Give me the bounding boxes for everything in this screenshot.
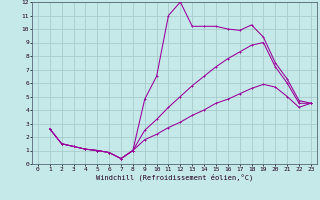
X-axis label: Windchill (Refroidissement éolien,°C): Windchill (Refroidissement éolien,°C) [96, 173, 253, 181]
